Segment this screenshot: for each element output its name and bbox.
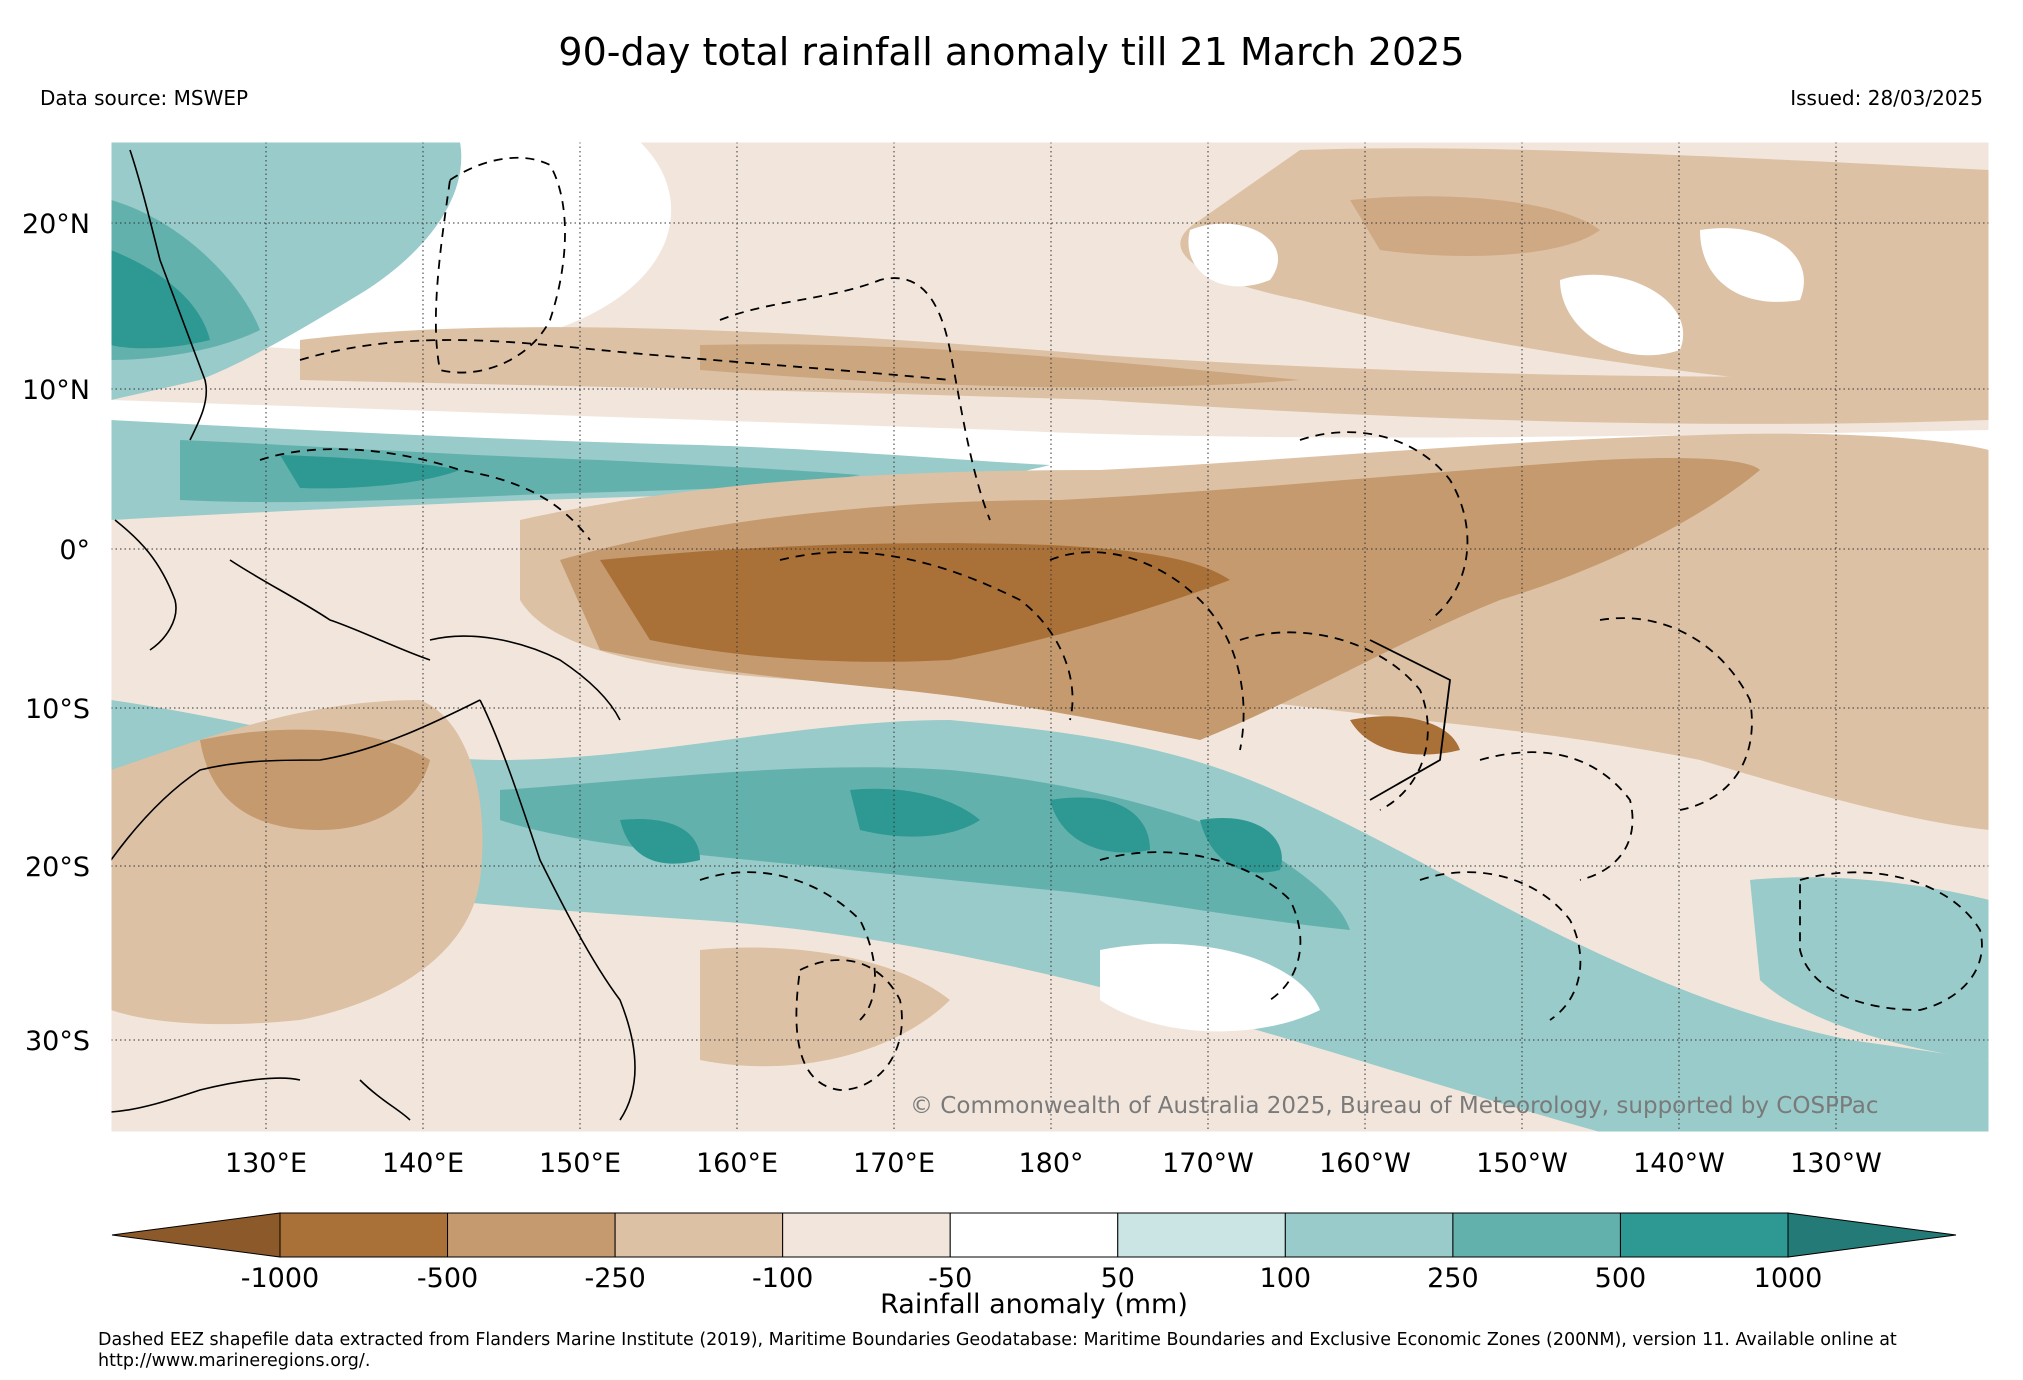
lat-tick-label: 30°S	[25, 1026, 90, 1057]
graticule	[111, 142, 1989, 1132]
colorbar: -1000 -500 -250 -100 -50 50 100 250 500 1000 Rain…	[111, 1212, 1957, 1320]
lon-tick-label: 130°E	[225, 1148, 307, 1179]
lon-tick-label: 160°E	[696, 1148, 778, 1179]
lon-tick-label: 140°E	[382, 1148, 464, 1179]
colorbar-tick-label: 1000	[1754, 1263, 1823, 1294]
lon-tick-label: 140°W	[1633, 1148, 1725, 1179]
colorbar-over-arrow	[1787, 1212, 1957, 1258]
colorbar-tick-label: 100	[1260, 1263, 1312, 1294]
colorbar-tick-label: -1000	[241, 1263, 319, 1294]
colorbar-cell	[1452, 1212, 1621, 1258]
lat-tick-label: 20°S	[25, 852, 90, 883]
lat-tick-label: 10°N	[22, 375, 90, 406]
map-field	[111, 142, 1989, 1132]
colorbar-cell	[949, 1212, 1119, 1258]
eez-footnote: Dashed EEZ shapefile data extracted from…	[98, 1330, 1897, 1371]
colorbar-cell	[1284, 1212, 1454, 1258]
colorbar-cell	[1117, 1212, 1286, 1258]
colorbar-tick-label: -500	[417, 1263, 478, 1294]
colorbar-cell	[1619, 1212, 1789, 1258]
lat-tick-label: 20°N	[22, 209, 90, 240]
lat-tick-label: 0°	[59, 535, 90, 566]
kiribati-boundary	[1369, 639, 1451, 801]
lat-tick-label: 10°S	[25, 694, 90, 725]
lon-tick-label: 170°W	[1162, 1148, 1254, 1179]
lon-tick-label: 170°E	[853, 1148, 935, 1179]
map-title: 90-day total rainfall anomaly till 21 Ma…	[558, 30, 1465, 74]
colorbar-under-arrow	[111, 1212, 281, 1258]
colorbar-ticks: -1000 -500 -250 -100 -50 50 100 250 500 1000	[241, 1263, 1823, 1294]
lon-axis: 130°E 140°E 150°E 160°E 170°E 180° 170°W…	[225, 1148, 1882, 1179]
lon-tick-label: 150°W	[1476, 1148, 1568, 1179]
data-source-label: Data source: MSWEP	[40, 86, 249, 110]
colorbar-cell	[782, 1212, 951, 1258]
eez-boundaries	[259, 156, 1983, 1091]
lon-tick-label: 180°	[1018, 1148, 1083, 1179]
colorbar-tick-label: -100	[752, 1263, 813, 1294]
colorbar-cell	[447, 1212, 616, 1258]
issued-date: Issued: 28/03/2025	[1790, 86, 1983, 110]
colorbar-tick-label: 50	[1101, 1263, 1135, 1294]
lon-tick-label: 130°W	[1790, 1148, 1882, 1179]
lat-axis: 20°N 10°N 0° 10°S 20°S 30°S	[22, 209, 90, 1057]
colorbar-tick-label: 500	[1595, 1263, 1647, 1294]
colorbar-cell	[279, 1212, 449, 1258]
colorbar-tick-label: -50	[928, 1263, 972, 1294]
colorbar-cells	[279, 1212, 1789, 1258]
lon-tick-label: 150°E	[539, 1148, 621, 1179]
map-frame	[110, 141, 1990, 1133]
colorbar-tick-label: 250	[1427, 1263, 1479, 1294]
lon-tick-label: 160°W	[1319, 1148, 1411, 1179]
colorbar-label: Rainfall anomaly (mm)	[880, 1289, 1188, 1320]
colorbar-cell	[614, 1212, 784, 1258]
colorbar-tick-label: -250	[584, 1263, 645, 1294]
copyright-notice: © Commonwealth of Australia 2025, Bureau…	[910, 1093, 1879, 1119]
coastlines	[110, 149, 636, 1121]
